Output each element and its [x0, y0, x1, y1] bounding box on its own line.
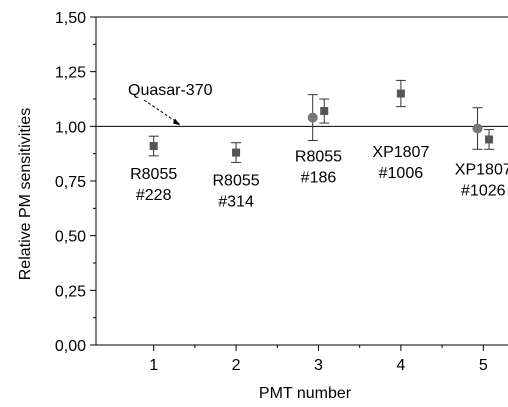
data-point-circle	[307, 112, 318, 123]
pmt-annotation: #314	[218, 193, 254, 210]
y-tick-label: 1,25	[55, 65, 86, 82]
y-tick-label: 1,50	[55, 10, 86, 27]
data-point-square	[396, 89, 405, 98]
pmt-annotation: XP1807	[372, 144, 429, 161]
pmt-annotation: XP1807	[455, 161, 508, 178]
y-tick-label: 0,00	[55, 338, 86, 355]
data-point-square	[485, 135, 494, 144]
pmt-annotation: #186	[301, 169, 337, 186]
y-tick-label: 0,50	[55, 229, 86, 246]
data-point-square	[232, 148, 241, 157]
data-point-square	[149, 142, 158, 151]
pmt-annotation: #228	[136, 187, 172, 204]
pmt-annotation: R8055	[213, 172, 260, 189]
x-tick-label: 2	[232, 357, 241, 374]
x-tick-label: 4	[396, 357, 405, 374]
x-axis-label: PMT number	[259, 385, 352, 402]
reference-line-label: Quasar-370	[128, 82, 213, 99]
x-tick-label: 3	[314, 357, 323, 374]
y-tick-label: 0,75	[55, 174, 86, 191]
data-points	[148, 79, 495, 163]
pmt-annotation: R8055	[295, 148, 342, 165]
data-point-square	[320, 107, 329, 116]
reference-pointer-arrowhead	[173, 118, 180, 126]
annotations: R8055 #228 R8055 #314 R8055 #186 XP1807 #1006 XP…	[130, 144, 508, 210]
x-tick-label: 5	[479, 357, 488, 374]
y-axis-label: Relative PM sensitivities	[17, 108, 34, 281]
axes: 0,00 0,25 0,50 0,75 1,00 1,25 1,50 1 2 3 4 5	[55, 10, 508, 374]
pmt-annotation: #1026	[461, 182, 506, 199]
x-tick-label: 1	[149, 357, 158, 374]
data-point-circle	[472, 123, 483, 134]
y-tick-label: 1,00	[55, 119, 86, 136]
pmt-annotation: R8055	[130, 166, 177, 183]
reference-line-group: Quasar-370	[96, 82, 508, 127]
reference-pointer	[143, 99, 181, 125]
pmt-annotation: #1006	[379, 165, 424, 182]
y-tick-label: 0,25	[55, 283, 86, 300]
